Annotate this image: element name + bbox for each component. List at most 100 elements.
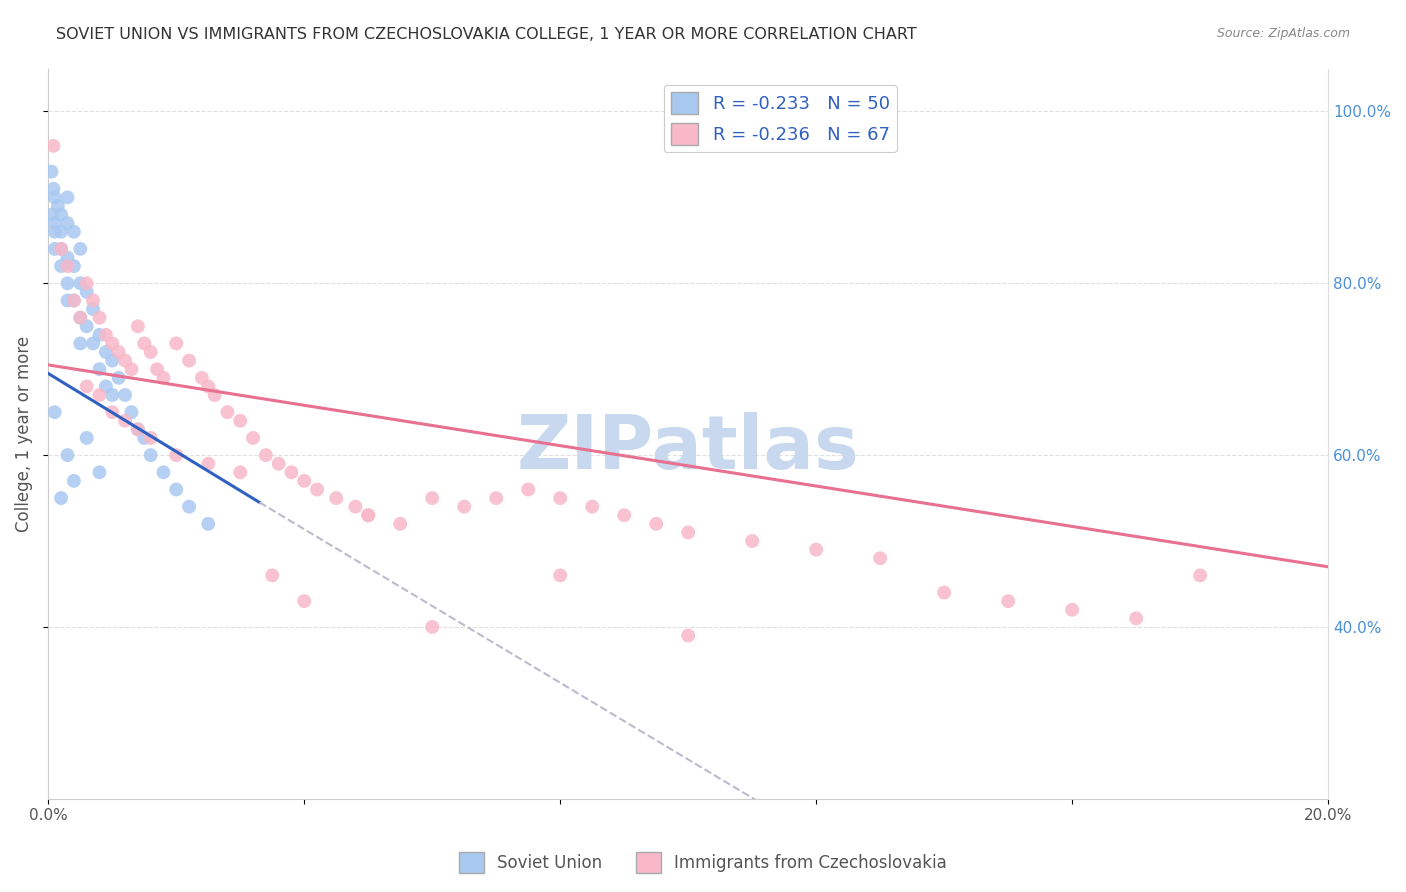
Point <box>56 293 79 308</box>
Point <box>69 336 91 351</box>
Legend: Soviet Union, Immigrants from Czechoslovakia: Soviet Union, Immigrants from Czechoslov… <box>453 846 953 880</box>
Point <box>41 208 63 222</box>
Point <box>613 508 636 523</box>
Point <box>485 491 508 505</box>
Point <box>49 259 72 273</box>
Point <box>139 448 162 462</box>
Point <box>101 336 124 351</box>
Point <box>44 405 66 419</box>
Point <box>1125 611 1147 625</box>
Y-axis label: College, 1 year or more: College, 1 year or more <box>15 335 32 532</box>
Point <box>548 568 571 582</box>
Point <box>139 345 162 359</box>
Point <box>127 319 149 334</box>
Point <box>165 483 187 497</box>
Point <box>114 414 136 428</box>
Point <box>94 379 117 393</box>
Text: Source: ZipAtlas.com: Source: ZipAtlas.com <box>1216 27 1350 40</box>
Point <box>107 345 129 359</box>
Point <box>165 336 187 351</box>
Point <box>134 336 156 351</box>
Point <box>676 628 699 642</box>
Point <box>389 516 412 531</box>
Point <box>121 405 143 419</box>
Point <box>806 542 828 557</box>
Point <box>204 388 226 402</box>
Point <box>49 491 72 505</box>
Point <box>127 422 149 436</box>
Point <box>76 319 98 334</box>
Point <box>76 285 98 299</box>
Point <box>1189 568 1212 582</box>
Point <box>89 310 111 325</box>
Point <box>94 327 117 342</box>
Point <box>49 225 72 239</box>
Point <box>217 405 239 419</box>
Point <box>44 190 66 204</box>
Point <box>56 216 79 230</box>
Point <box>76 277 98 291</box>
Point <box>94 345 117 359</box>
Point <box>280 465 302 479</box>
Point <box>146 362 169 376</box>
Point <box>242 431 264 445</box>
Point <box>114 388 136 402</box>
Point <box>101 353 124 368</box>
Point <box>191 371 214 385</box>
Point <box>63 474 86 488</box>
Point <box>229 465 252 479</box>
Point <box>49 208 72 222</box>
Point <box>262 568 284 582</box>
Point <box>49 242 72 256</box>
Point <box>44 216 66 230</box>
Legend: R = -0.233   N = 50, R = -0.236   N = 67: R = -0.233 N = 50, R = -0.236 N = 67 <box>664 85 897 153</box>
Point <box>344 500 367 514</box>
Point <box>152 371 174 385</box>
Point <box>165 448 187 462</box>
Point <box>89 388 111 402</box>
Point <box>267 457 290 471</box>
Point <box>177 353 200 368</box>
Point <box>44 225 66 239</box>
Point <box>254 448 277 462</box>
Point <box>63 293 86 308</box>
Point <box>357 508 380 523</box>
Point <box>107 371 129 385</box>
Point <box>42 182 65 196</box>
Point <box>581 500 603 514</box>
Point <box>46 199 69 213</box>
Point <box>89 327 111 342</box>
Point <box>139 431 162 445</box>
Point <box>69 242 91 256</box>
Point <box>305 483 328 497</box>
Point <box>645 516 668 531</box>
Point <box>197 457 219 471</box>
Point <box>69 310 91 325</box>
Point <box>127 422 149 436</box>
Point <box>63 225 86 239</box>
Point <box>89 465 111 479</box>
Point <box>420 491 443 505</box>
Point <box>121 362 143 376</box>
Point <box>56 251 79 265</box>
Point <box>101 388 124 402</box>
Point <box>42 138 65 153</box>
Point <box>44 242 66 256</box>
Point <box>325 491 347 505</box>
Point <box>56 190 79 204</box>
Point <box>76 379 98 393</box>
Point <box>56 277 79 291</box>
Text: SOVIET UNION VS IMMIGRANTS FROM CZECHOSLOVAKIA COLLEGE, 1 YEAR OR MORE CORRELATI: SOVIET UNION VS IMMIGRANTS FROM CZECHOSL… <box>56 27 917 42</box>
Point <box>453 500 475 514</box>
Point <box>934 585 956 599</box>
Point <box>229 414 252 428</box>
Point <box>82 301 104 316</box>
Point <box>56 448 79 462</box>
Point <box>134 431 156 445</box>
Point <box>114 353 136 368</box>
Point <box>517 483 540 497</box>
Point <box>292 594 315 608</box>
Point <box>69 310 91 325</box>
Point <box>63 259 86 273</box>
Point <box>56 259 79 273</box>
